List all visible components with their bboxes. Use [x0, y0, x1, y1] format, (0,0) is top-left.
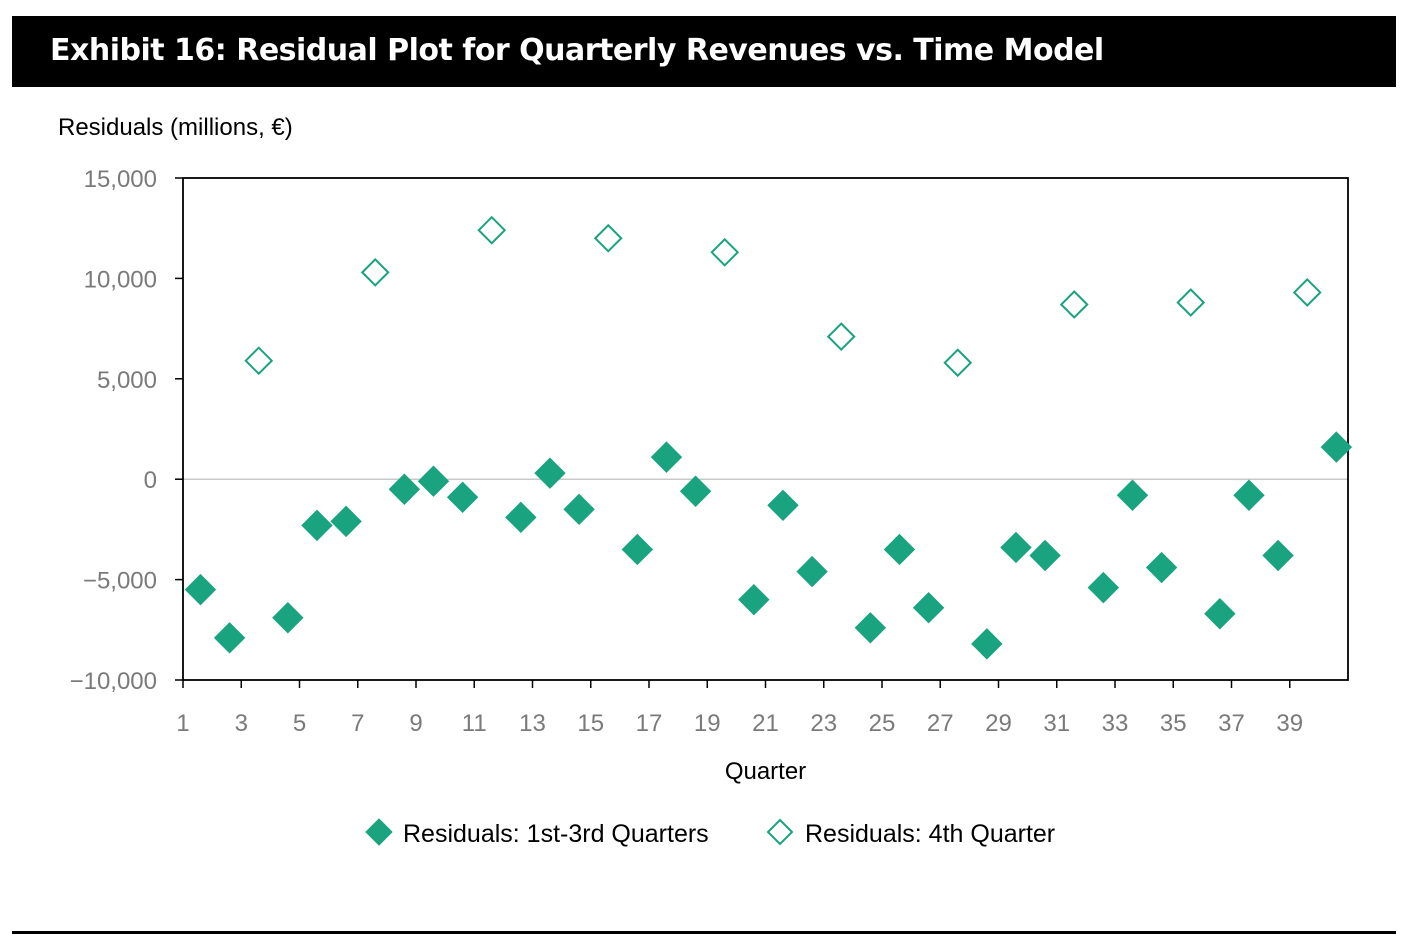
point-q1-q3	[738, 583, 770, 616]
point-q4	[477, 215, 507, 245]
point-q1-q3	[1233, 479, 1265, 511]
point-q1-q3	[1000, 531, 1032, 564]
legend-marker	[766, 818, 794, 846]
y-tick-label: 5,000	[97, 367, 157, 394]
chart-title: Exhibit 16: Residual Plot for Quarterly …	[50, 33, 1104, 68]
x-tick-label: 23	[810, 710, 837, 737]
point-q1-q3	[213, 622, 246, 654]
x-tick-label: 29	[985, 710, 1012, 737]
point-q1-q3	[272, 602, 304, 634]
y-tick-label: −10,000	[70, 668, 157, 695]
legend-label: Residuals: 1st-3rd Quarters	[403, 820, 709, 848]
x-tick-label: 35	[1160, 710, 1187, 737]
title-bar: Exhibit 16: Residual Plot for Quarterly …	[12, 16, 1396, 87]
x-tick-label: 17	[636, 710, 663, 737]
point-q1-q3	[971, 628, 1003, 660]
point-q1-q3	[1029, 539, 1061, 572]
x-tick-label: 19	[694, 710, 721, 737]
x-tick-label: 33	[1102, 710, 1129, 737]
y-axis-label: Residuals (millions, €)	[58, 114, 293, 141]
x-tick-label: 15	[577, 710, 604, 737]
x-tick-label: 7	[351, 710, 364, 737]
x-tick-label: 5	[293, 710, 306, 737]
point-q1-q3	[1087, 571, 1120, 604]
point-q1-q3	[883, 533, 916, 566]
x-tick-label: 11	[462, 710, 487, 737]
point-q1-q3	[330, 505, 362, 538]
y-tick-label: 15,000	[84, 166, 157, 193]
point-q1-q3	[446, 481, 479, 513]
point-q1-q3	[854, 612, 887, 644]
point-q4	[826, 322, 856, 352]
x-tick-label: 21	[752, 710, 779, 737]
x-tick-label: 37	[1218, 710, 1245, 737]
point-q4	[360, 257, 390, 287]
point-q1-q3	[534, 457, 566, 489]
x-tick-label: 39	[1276, 710, 1303, 737]
point-q1-q3	[563, 493, 595, 526]
x-tick-label: 27	[927, 710, 954, 737]
y-tick-label: 0	[144, 467, 157, 494]
point-q1-q3	[1145, 551, 1178, 584]
point-q1-q3	[650, 441, 683, 473]
point-q1-q3	[796, 555, 828, 588]
point-q4	[593, 223, 623, 253]
point-q1-q3	[505, 501, 537, 534]
x-tick-label: 3	[235, 710, 248, 737]
point-q1-q3	[1320, 431, 1353, 463]
x-tick-label: 31	[1043, 710, 1070, 737]
point-q4	[1292, 278, 1322, 307]
point-q4	[710, 237, 740, 267]
x-axis-label: Quarter	[725, 758, 806, 785]
point-q1-q3	[301, 509, 333, 542]
point-q1-q3	[1116, 479, 1149, 511]
legend-marker	[365, 818, 393, 846]
point-q1-q3	[388, 473, 421, 505]
legend-label: Residuals: 4th Quarter	[805, 820, 1055, 848]
x-tick-label: 9	[409, 710, 422, 737]
plot-frame	[182, 177, 1349, 681]
y-tick-label: 10,000	[84, 266, 157, 293]
point-q1-q3	[621, 533, 654, 566]
point-q1-q3	[184, 573, 217, 606]
point-q4	[244, 346, 274, 376]
x-tick-label: 1	[176, 710, 189, 737]
point-q1-q3	[1262, 539, 1294, 572]
y-tick-label: −5,000	[83, 568, 157, 595]
bottom-rule	[12, 931, 1396, 934]
x-tick-label: 13	[519, 710, 546, 737]
point-q1-q3	[417, 465, 450, 497]
point-q4	[1176, 288, 1206, 317]
point-q4	[943, 348, 973, 378]
point-q4	[1059, 290, 1089, 319]
point-q1-q3	[767, 489, 799, 522]
x-tick-label: 25	[869, 710, 896, 737]
point-q1-q3	[679, 475, 712, 507]
point-q1-q3	[912, 592, 945, 624]
point-q1-q3	[1204, 598, 1236, 630]
